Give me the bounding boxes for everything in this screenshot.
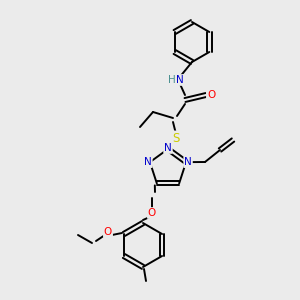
Text: S: S [172, 131, 180, 145]
Text: N: N [176, 75, 184, 85]
Text: O: O [104, 227, 112, 237]
Text: O: O [207, 90, 215, 100]
Text: N: N [144, 157, 152, 167]
Text: O: O [148, 208, 156, 218]
Text: H: H [168, 75, 176, 85]
Text: N: N [184, 157, 192, 167]
Text: N: N [164, 143, 172, 153]
